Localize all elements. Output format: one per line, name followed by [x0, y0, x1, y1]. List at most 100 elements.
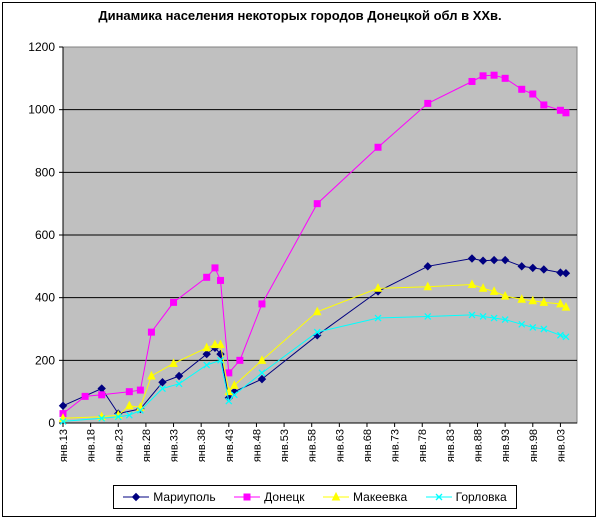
- data-point-makeevka: [169, 358, 178, 367]
- legend-item-mariupol: Мариуполь: [123, 490, 216, 504]
- data-point-gorlovka: [374, 314, 382, 322]
- data-point-gorlovka: [424, 313, 432, 320]
- x-tick-label: янв.83: [445, 429, 457, 462]
- legend-marker: [435, 493, 443, 501]
- data-point-makeevka: [517, 294, 527, 303]
- data-point-mariupol: [561, 269, 571, 278]
- data-point-donetsk: [374, 143, 382, 151]
- data-point-makeevka: [230, 380, 239, 389]
- data-point-donetsk: [217, 276, 225, 284]
- x-tick-label: янв.58: [307, 429, 319, 462]
- data-point-donetsk: [125, 388, 133, 396]
- data-point-donetsk: [147, 328, 155, 336]
- data-point-mariupol: [202, 349, 211, 359]
- grid-lines: [63, 109, 577, 361]
- data-point-donetsk: [468, 77, 476, 85]
- data-point-gorlovka: [556, 331, 564, 339]
- data-point-makeevka: [489, 286, 499, 295]
- data-point-gorlovka: [562, 333, 570, 341]
- data-point-makeevka: [478, 283, 488, 292]
- x-tick-label: янв.38: [196, 429, 208, 462]
- data-point-mariupol: [556, 268, 565, 277]
- data-point-makeevka: [210, 339, 220, 349]
- legend-label-gorlovka: Горловка: [455, 490, 507, 504]
- legend-item-gorlovka: Горловка: [425, 490, 507, 504]
- legend-label-mariupol: Мариуполь: [153, 490, 216, 504]
- y-tick-label: 800: [35, 165, 55, 179]
- x-tick-label: янв.23: [113, 429, 125, 462]
- data-point-donetsk: [236, 356, 244, 364]
- x-tick-label: янв.68: [362, 429, 374, 462]
- data-point-makeevka: [423, 281, 433, 291]
- data-point-makeevka: [147, 370, 156, 380]
- x-tick-label: янв.53: [279, 429, 291, 462]
- legend-swatch-mariupol: [123, 492, 150, 502]
- legend-item-makeevka: Макеевка: [323, 490, 407, 504]
- legend-label-donetsk: Донецк: [264, 490, 305, 504]
- x-tick-label: янв.73: [390, 429, 402, 462]
- data-point-gorlovka: [98, 414, 106, 422]
- data-point-mariupol: [467, 254, 477, 263]
- x-tick-label: янв.78: [417, 429, 429, 462]
- chart-title: Динамика населения некоторых городов Дон…: [98, 8, 502, 23]
- data-point-donetsk: [170, 298, 178, 306]
- legend-swatch-gorlovka: [425, 493, 452, 501]
- data-point-gorlovka: [125, 411, 133, 419]
- data-point-makeevka: [500, 290, 510, 300]
- data-point-gorlovka: [114, 413, 122, 421]
- legend-marker: [132, 492, 141, 502]
- data-point-donetsk: [540, 101, 548, 109]
- data-point-makeevka: [257, 355, 267, 364]
- x-tick-label: янв.33: [169, 429, 181, 462]
- data-point-makeevka: [556, 298, 565, 308]
- data-point-gorlovka: [230, 391, 238, 399]
- x-tick-label: янв.13: [58, 429, 70, 462]
- x-tick-label: янв.43: [224, 429, 236, 462]
- y-tick-label: 1200: [28, 40, 55, 54]
- data-point-gorlovka: [175, 380, 183, 388]
- data-point-donetsk: [562, 109, 570, 117]
- data-point-gorlovka: [203, 361, 211, 369]
- x-tick-label: янв.03: [555, 429, 567, 462]
- y-tick-label: 600: [35, 228, 55, 242]
- data-point-donetsk: [81, 392, 89, 400]
- x-tick-label: янв.48: [251, 429, 263, 462]
- data-point-gorlovka: [518, 320, 526, 328]
- data-point-donetsk: [424, 99, 432, 107]
- data-point-mariupol: [500, 255, 510, 265]
- data-point-makeevka: [312, 306, 322, 316]
- x-tick-label: янв.93: [500, 429, 512, 462]
- data-point-donetsk: [529, 90, 537, 98]
- data-point-makeevka: [467, 279, 477, 289]
- data-point-makeevka: [561, 301, 571, 311]
- data-point-donetsk: [479, 72, 487, 80]
- legend-swatch-donetsk: [234, 493, 261, 501]
- data-point-gorlovka: [468, 311, 476, 319]
- data-point-mariupol: [158, 378, 167, 387]
- y-tick-label: 0: [48, 416, 55, 430]
- data-point-gorlovka: [258, 369, 266, 377]
- series-line-gorlovka: [62, 314, 567, 422]
- data-point-makeevka: [528, 295, 538, 305]
- y-tick-label: 400: [35, 291, 55, 305]
- data-point-donetsk: [258, 300, 266, 308]
- legend: Мариуполь Донецк Макеевка Горловка: [113, 485, 517, 509]
- y-tick-label: 200: [35, 353, 55, 367]
- data-point-donetsk: [518, 85, 526, 93]
- data-point-donetsk: [490, 71, 498, 79]
- x-tick-label: янв.28: [141, 429, 153, 462]
- data-point-gorlovka: [225, 397, 233, 405]
- data-point-donetsk: [501, 74, 509, 82]
- data-point-mariupol: [257, 374, 267, 384]
- data-point-makeevka: [125, 400, 134, 410]
- data-point-mariupol: [174, 371, 184, 381]
- data-point-donetsk: [98, 391, 106, 399]
- data-point-makeevka: [202, 342, 212, 352]
- data-point-mariupol: [528, 263, 537, 273]
- data-point-gorlovka: [529, 323, 537, 331]
- data-point-mariupol: [423, 262, 432, 271]
- data-point-gorlovka: [490, 314, 498, 322]
- data-point-gorlovka: [136, 407, 144, 414]
- data-point-gorlovka: [479, 313, 487, 320]
